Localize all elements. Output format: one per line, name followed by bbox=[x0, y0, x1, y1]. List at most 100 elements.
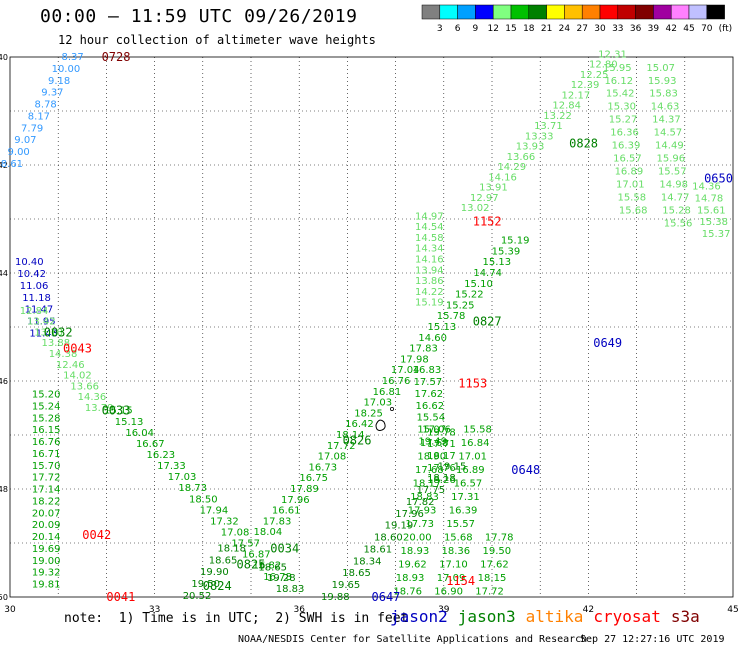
wave-height-value: 19.81 bbox=[32, 580, 61, 591]
wave-height-value: 13.42 bbox=[27, 317, 56, 328]
wave-height-value: 14.54 bbox=[415, 222, 444, 233]
wave-height-value: 16.82 bbox=[253, 561, 282, 572]
lat-lon-grid bbox=[9, 56, 734, 598]
wave-height-value: 13.94 bbox=[415, 265, 444, 276]
wave-height-value: 19.78 bbox=[427, 427, 456, 438]
wave-height-value: 16.57 bbox=[454, 479, 483, 490]
wave-height-value: 8.17 bbox=[28, 111, 50, 122]
wave-height-value: 18.18 bbox=[217, 543, 246, 554]
legend-swatch bbox=[599, 4, 619, 20]
wave-height-value: 14.78 bbox=[695, 193, 724, 204]
y-tick-label: -42 bbox=[0, 161, 8, 170]
wave-height-value: 13.18 bbox=[34, 327, 63, 338]
wave-height-value: 19.32 bbox=[32, 568, 61, 579]
legend-swatch bbox=[581, 4, 601, 20]
legend-label: 6 bbox=[455, 24, 461, 34]
wave-height-value: 12.97 bbox=[470, 193, 499, 204]
x-tick-label: 45 bbox=[727, 605, 738, 615]
wave-height-value: 16.90 bbox=[434, 587, 463, 598]
legend-unit: (ft) bbox=[719, 24, 733, 34]
wave-height-value: 17.04 bbox=[391, 365, 420, 376]
wave-height-value: 17.14 bbox=[32, 485, 61, 496]
wave-height-value: 17.68 bbox=[420, 438, 449, 449]
wave-height-value: 17.57 bbox=[414, 377, 443, 388]
wave-height-value: 14.63 bbox=[651, 102, 680, 113]
wave-height-value: 15.56 bbox=[664, 218, 693, 229]
wave-height-value: 14.36 bbox=[78, 392, 107, 403]
wave-height-value: 13.71 bbox=[534, 121, 563, 132]
wave-height-value: 15.54 bbox=[416, 413, 445, 424]
legend-label: 30 bbox=[594, 24, 606, 34]
legend-swatch bbox=[510, 4, 530, 20]
wave-height-value: 10.00 bbox=[52, 64, 81, 75]
wave-height-value: 18.15 bbox=[478, 573, 507, 584]
wave-height-value: 19.15 bbox=[438, 461, 467, 472]
wave-height-value: 18.65 bbox=[342, 568, 371, 579]
wave-height-value: 12.25 bbox=[580, 70, 609, 81]
pass-time-label: 1154 bbox=[446, 574, 475, 588]
wave-height-value: 9.00 bbox=[8, 147, 30, 158]
legend-swatch bbox=[688, 4, 708, 20]
wave-height-value: 15.83 bbox=[649, 89, 678, 100]
wave-height-value: 15.07 bbox=[646, 63, 675, 74]
pass-time-label: 0649 bbox=[593, 336, 622, 350]
wave-height-value: 14.22 bbox=[415, 287, 444, 298]
wave-height-value: 14.29 bbox=[497, 162, 526, 173]
wave-height-value: 15.93 bbox=[648, 76, 677, 87]
legend-label: 3 bbox=[437, 24, 443, 34]
footer-timestamp: Sep 27 12:27:16 UTC 2019 bbox=[580, 634, 725, 645]
legend-label: 45 bbox=[683, 24, 694, 34]
x-tick-label: 30 bbox=[4, 605, 16, 615]
wave-height-value: 14.16 bbox=[415, 255, 444, 266]
wave-height-value: 15.57 bbox=[446, 519, 475, 530]
wave-height-value: 17.32 bbox=[210, 516, 239, 527]
wave-height-value: 13.66 bbox=[70, 381, 99, 392]
wave-height-value: 14.38 bbox=[49, 349, 78, 360]
wave-height-value: 16.76 bbox=[382, 376, 411, 387]
wave-height-value: 15.61 bbox=[697, 205, 726, 216]
x-tick-label: 33 bbox=[149, 605, 160, 615]
legend-swatch bbox=[653, 4, 672, 20]
satellite-name: jason2 bbox=[390, 607, 448, 626]
pass-time-label: 0647 bbox=[372, 590, 401, 604]
wave-height-value: 18.17 bbox=[413, 479, 442, 490]
wave-height-value: 13.33 bbox=[525, 131, 554, 142]
legend-label: 18 bbox=[523, 24, 535, 34]
wave-height-value: 15.58 bbox=[463, 425, 492, 436]
footer-credit: NOAA/NESDIS Center for Satellite Applica… bbox=[238, 634, 588, 645]
x-tick-label: 42 bbox=[583, 605, 594, 615]
wave-height-value: 11.43 bbox=[29, 328, 58, 339]
wave-height-value: 19.19 bbox=[385, 521, 414, 532]
color-legend: 3 6 9 12 15 18 21 24 27 30 33 36 39 42 45 70 (ft) bbox=[421, 4, 733, 34]
wave-height-value: 16.71 bbox=[32, 449, 61, 460]
wave-height-value: 11.06 bbox=[20, 281, 49, 292]
wave-height-value: 14.97 bbox=[415, 211, 444, 222]
wave-height-value: 16.39 bbox=[612, 141, 641, 152]
wave-height-value: 15.37 bbox=[702, 229, 731, 240]
wave-height-value: 14.34 bbox=[415, 244, 444, 255]
wave-height-value: 20.07 bbox=[32, 508, 61, 519]
pass-time-label: 0034 bbox=[270, 541, 299, 555]
wave-height-value: 15.24 bbox=[32, 401, 61, 412]
wave-height-value: 17.57 bbox=[231, 539, 260, 550]
legend-swatch bbox=[564, 4, 583, 20]
wave-height-value: 19.65 bbox=[332, 580, 361, 591]
wave-height-value: 16.61 bbox=[272, 506, 301, 517]
wave-height-value: 17.62 bbox=[480, 560, 509, 571]
wave-height-value: 17.33 bbox=[157, 461, 186, 472]
wave-height-value: 12.31 bbox=[598, 49, 627, 60]
wave-height-value: 15.70 bbox=[32, 461, 61, 472]
wave-height-value: 17.82 bbox=[406, 497, 435, 508]
y-tick-label: -44 bbox=[0, 269, 8, 278]
legend-label: 9 bbox=[473, 24, 479, 34]
legend-swatch bbox=[421, 4, 441, 20]
wave-height-value: 18.65 bbox=[209, 555, 238, 566]
legend-label: 42 bbox=[665, 24, 676, 34]
legend-swatch bbox=[617, 4, 636, 20]
wave-height-value: 15.39 bbox=[492, 246, 521, 257]
wave-height-value: 15.15 bbox=[104, 406, 133, 417]
wave-height-value: 14.16 bbox=[488, 172, 517, 183]
wave-height-value: 17.89 bbox=[290, 484, 319, 495]
legend-label: 24 bbox=[559, 24, 571, 34]
pass-time-label: 0828 bbox=[569, 136, 598, 150]
